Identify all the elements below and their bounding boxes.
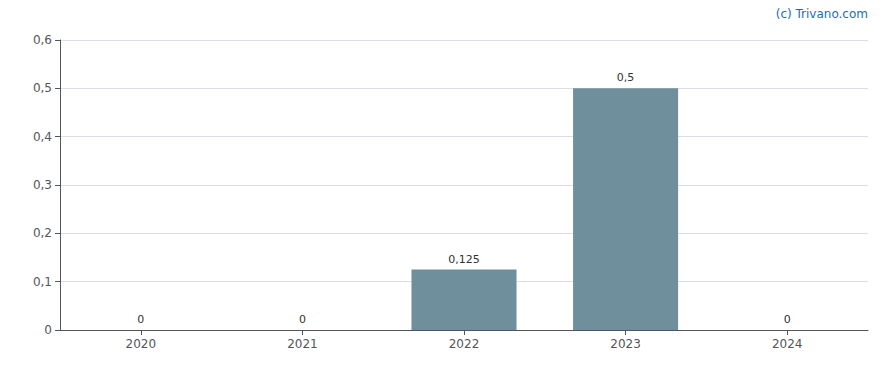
svg-text:0,125: 0,125	[448, 253, 480, 266]
svg-text:2022: 2022	[449, 337, 480, 351]
svg-text:0: 0	[784, 313, 791, 326]
svg-text:0,6: 0,6	[33, 33, 52, 47]
svg-text:0: 0	[299, 313, 306, 326]
svg-text:0,5: 0,5	[33, 81, 52, 95]
svg-text:0,3: 0,3	[33, 178, 52, 192]
svg-text:0,5: 0,5	[617, 71, 635, 84]
svg-text:2024: 2024	[772, 337, 803, 351]
svg-text:2023: 2023	[610, 337, 641, 351]
svg-text:0,2: 0,2	[33, 226, 52, 240]
svg-text:0,4: 0,4	[33, 130, 52, 144]
svg-text:2020: 2020	[126, 337, 157, 351]
svg-text:(c) Trivano.com: (c) Trivano.com	[776, 7, 868, 21]
svg-text:0,1: 0,1	[33, 275, 52, 289]
svg-text:0: 0	[44, 323, 52, 337]
svg-text:0: 0	[137, 313, 144, 326]
svg-text:2021: 2021	[287, 337, 318, 351]
